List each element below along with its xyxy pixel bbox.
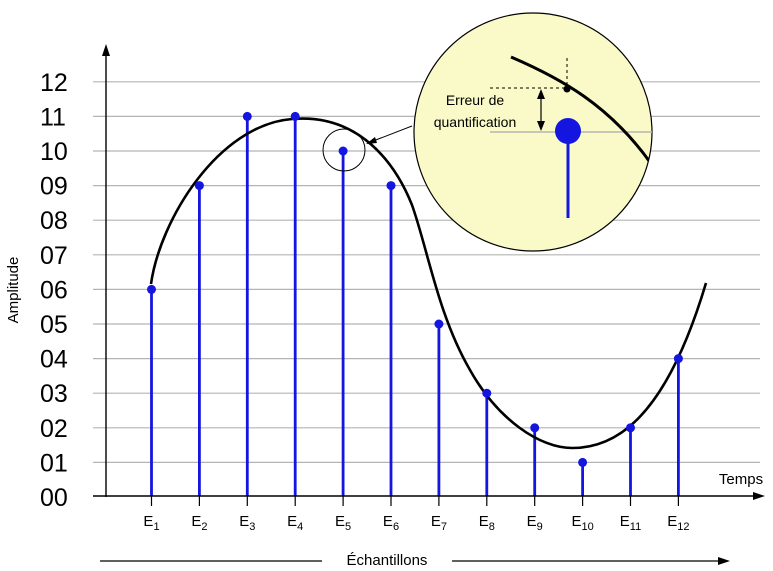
signal-curve [149, 117, 708, 450]
y-axis-label: Amplitude [5, 257, 22, 324]
sample-points [147, 111, 683, 467]
zoom-annotation-line2: quantification [434, 114, 517, 130]
arrowhead-icon [718, 557, 730, 565]
x-tick-label: E6 [383, 513, 399, 533]
y-tick-label: 01 [40, 449, 68, 477]
sample-point [482, 388, 492, 398]
arrowhead-icon [102, 44, 110, 56]
x-tick-labels: E1 E2 E3 E4 E5 E6 E7 E8 E9 E10 E11 E12 [143, 496, 690, 533]
sample-point [578, 457, 588, 467]
x-tick-label: E2 [191, 513, 207, 533]
y-tick-label: 11 [40, 103, 66, 131]
magnifier-circle-icon [322, 128, 366, 172]
x-tick-label: E4 [287, 513, 303, 533]
y-tick-label: 05 [40, 311, 68, 339]
arrowhead-icon [366, 137, 377, 144]
y-tick-label: 06 [40, 276, 68, 304]
sample-point [386, 181, 396, 191]
x-tick-label: E8 [479, 513, 495, 533]
sample-point [530, 423, 540, 433]
x-tick-label: E12 [667, 513, 689, 533]
x-tick-label: E1 [143, 513, 159, 533]
x-tick-label: E9 [527, 513, 543, 533]
sample-point [338, 146, 348, 156]
y-tick-labels: 00 01 02 03 04 05 06 07 08 09 10 11 12 [40, 69, 68, 512]
zoom-annotation-line1: Erreur de [446, 92, 505, 108]
x-tick-label: E5 [335, 513, 351, 533]
sample-point [242, 111, 252, 121]
bottom-caption: Échantillons [347, 552, 428, 569]
sample-point [147, 284, 156, 294]
sample-point [290, 111, 300, 121]
sample-point [673, 354, 683, 364]
y-tick-label: 12 [40, 69, 68, 97]
x-tick-label: E3 [239, 513, 255, 533]
y-tick-label: 10 [40, 138, 68, 166]
y-tick-label: 08 [40, 207, 68, 235]
sample-stems [150, 116, 680, 496]
x-tick-label: E7 [431, 513, 447, 533]
y-tick-label: 03 [40, 380, 68, 408]
x-tick-label: E11 [620, 513, 641, 533]
y-tick-label: 00 [40, 484, 68, 512]
arrowhead-icon [753, 492, 765, 500]
y-tick-label: 09 [40, 173, 68, 201]
sample-point [434, 319, 444, 329]
y-tick-label: 07 [40, 242, 68, 270]
x-tick-label: E10 [571, 513, 593, 533]
y-tick-label: 02 [40, 415, 68, 443]
sample-point [194, 181, 204, 191]
y-tick-label: 04 [40, 346, 68, 374]
zoom-bubble: Erreur de quantification [413, 12, 653, 252]
sample-point [626, 423, 635, 433]
x-axis-label: Temps [719, 471, 763, 488]
